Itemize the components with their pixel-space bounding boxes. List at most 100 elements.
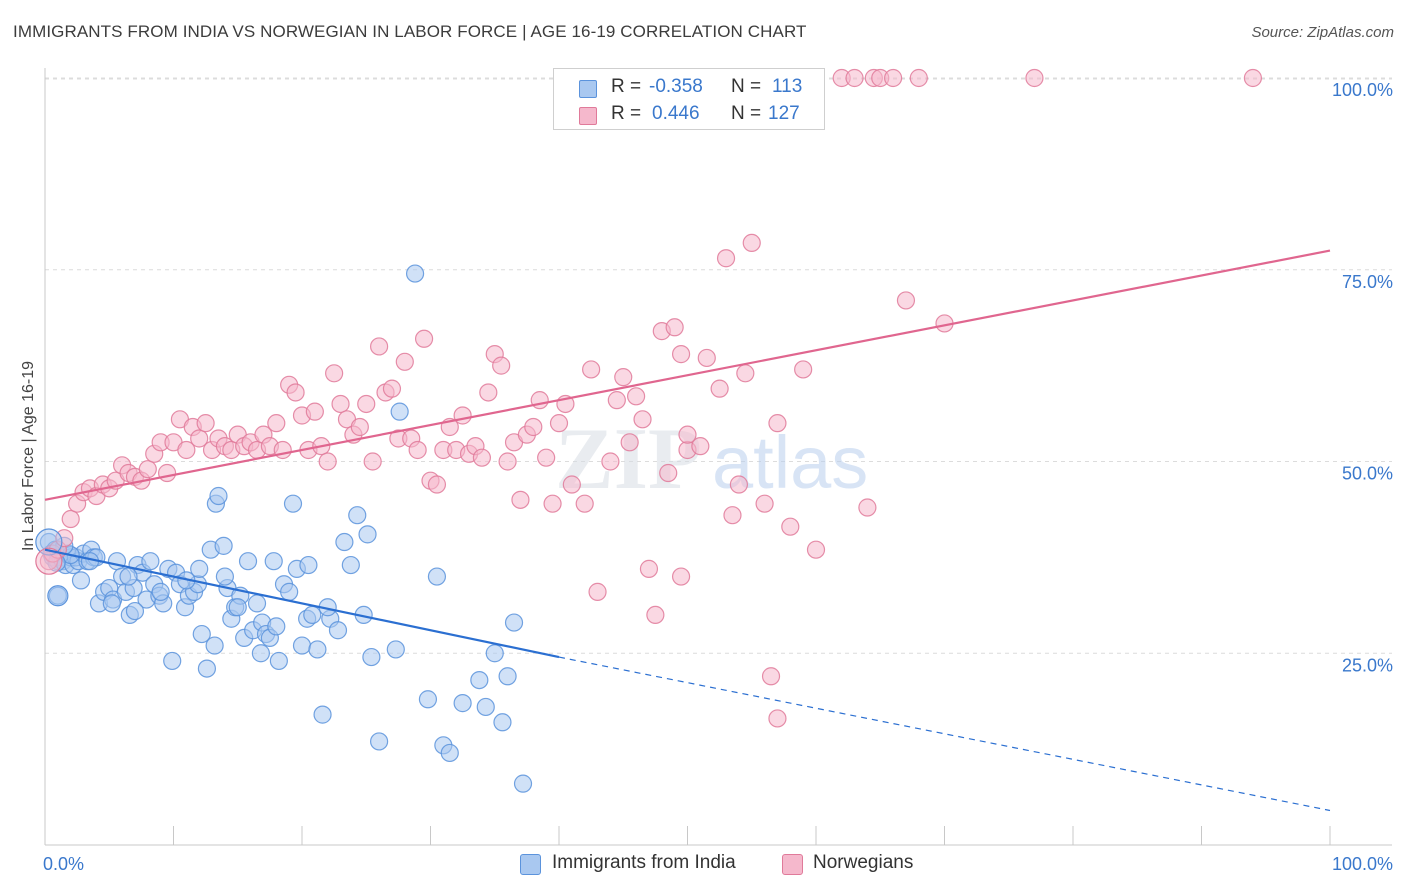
norwegian-point xyxy=(492,356,511,375)
india-point xyxy=(335,532,354,552)
india-point xyxy=(215,567,234,586)
norwegian-point xyxy=(909,68,928,88)
norwegian-point xyxy=(742,233,761,253)
legend-r-value: -0.358 xyxy=(649,76,703,97)
india-point xyxy=(280,582,299,601)
x-tick-label: 100.0% xyxy=(1332,854,1393,874)
norwegian-point xyxy=(196,414,215,433)
india-point xyxy=(308,640,327,659)
norwegian-point xyxy=(723,506,742,525)
india-point xyxy=(119,567,138,586)
india-trend-line xyxy=(44,548,560,659)
norwegian-point xyxy=(883,68,903,88)
y-tick-label: 100.0% xyxy=(1332,80,1393,100)
norwegian-point xyxy=(395,352,414,371)
norwegian-point xyxy=(286,383,305,402)
norwegian-point xyxy=(607,391,626,410)
norwegian-point xyxy=(363,452,382,471)
norwegian-point xyxy=(620,433,639,452)
norwegian-point xyxy=(601,452,620,471)
norwegian-point xyxy=(781,517,800,536)
norwegian-point xyxy=(453,406,472,425)
norwegian-point xyxy=(479,383,498,402)
norwegian-point xyxy=(755,494,774,513)
india-point xyxy=(341,555,360,575)
norwegian-point xyxy=(639,559,659,578)
bottom-legend-norwegians: Norwegians xyxy=(813,852,914,873)
norwegian-point xyxy=(511,490,530,509)
norwegian-point xyxy=(678,425,697,444)
legend-swatch-norwegians xyxy=(579,107,597,125)
norwegian-point xyxy=(729,475,749,494)
legend-n-value: 113 xyxy=(772,76,803,97)
legend-n-label: N = xyxy=(731,76,762,97)
india-point xyxy=(493,713,512,732)
india-point xyxy=(370,732,389,751)
norwegian-point xyxy=(61,509,80,529)
india-point xyxy=(102,594,121,613)
norwegian-point xyxy=(716,249,736,268)
india-point xyxy=(358,525,377,544)
norwegian-point xyxy=(543,494,562,513)
norwegian-point xyxy=(427,475,447,494)
norwegian-point xyxy=(1243,68,1263,88)
norwegian-point xyxy=(845,68,864,88)
india-point xyxy=(251,644,270,663)
norwegian-point xyxy=(588,582,607,601)
y-tick-label: 75.0% xyxy=(1342,272,1393,292)
india-point xyxy=(328,621,348,640)
y-axis-label: In Labor Force | Age 16-19 xyxy=(20,361,37,551)
norwegian-point xyxy=(325,364,344,383)
norwegian-point xyxy=(472,448,491,467)
india-point xyxy=(418,690,438,709)
india-point xyxy=(209,486,228,506)
norwegian-trend-line xyxy=(44,249,1331,501)
norwegian-point xyxy=(537,448,556,467)
watermark-zip: ZIP xyxy=(555,411,702,508)
india-point xyxy=(190,559,209,578)
norwegian-point xyxy=(177,440,196,460)
norwegian-point xyxy=(1025,68,1044,88)
norwegian-point xyxy=(414,329,434,348)
india-point xyxy=(192,624,211,644)
india-point xyxy=(504,613,524,632)
norwegian-point xyxy=(671,567,691,586)
india-point xyxy=(440,743,459,763)
norwegian-point xyxy=(626,387,646,406)
norwegian-point xyxy=(331,394,350,414)
legend-r-value: 0.446 xyxy=(652,103,700,124)
axis-layer: 25.0% 50.0% 75.0% 100.0% 0.0% 100.0% xyxy=(43,68,1393,874)
legend-n-label: N = xyxy=(731,103,762,124)
norwegian-point xyxy=(710,379,729,398)
india-point xyxy=(197,659,217,678)
bottom-legend-india: Immigrants from India xyxy=(552,852,736,873)
norwegian-point xyxy=(357,394,376,414)
india-trend-extension xyxy=(558,656,1331,812)
india-point xyxy=(47,585,69,607)
india-point xyxy=(267,617,286,636)
india-point xyxy=(238,552,258,571)
norwegian-point xyxy=(138,460,157,479)
india-point xyxy=(247,594,267,613)
india-point xyxy=(163,651,182,671)
trend-layer xyxy=(44,249,1331,812)
norwegian-point xyxy=(896,291,916,310)
source-label: Source: ZipAtlas.com xyxy=(1251,24,1394,41)
legend-swatch-india xyxy=(579,80,597,98)
norwegian-point xyxy=(665,318,684,337)
india-point xyxy=(151,582,170,601)
norwegian-point xyxy=(691,437,710,456)
india-point xyxy=(141,552,160,571)
india-point xyxy=(71,571,91,590)
norwegian-point xyxy=(671,345,691,364)
norwegian-point xyxy=(408,440,427,460)
norwegian-point xyxy=(646,605,665,625)
norwegian-point xyxy=(761,667,781,686)
legend-n-value: 127 xyxy=(768,103,800,124)
norwegian-point xyxy=(305,402,324,421)
india-point xyxy=(205,636,224,655)
india-point xyxy=(303,605,322,625)
chart-title: IMMIGRANTS FROM INDIA VS NORWEGIAN IN LA… xyxy=(13,22,807,41)
india-point xyxy=(405,264,425,283)
